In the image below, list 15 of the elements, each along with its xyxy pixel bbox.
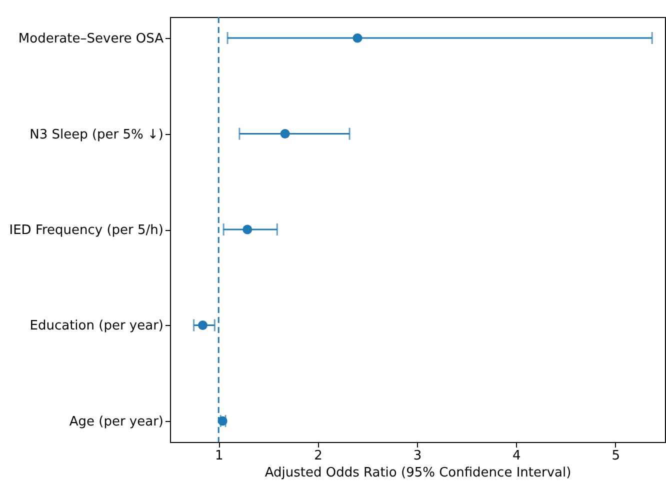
x-tick-label: 1: [214, 448, 224, 464]
y-tick-label: Age (per year): [69, 414, 164, 430]
y-tick-label: IED Frequency (per 5/h): [9, 223, 164, 238]
point: [242, 224, 252, 234]
x-tick-label: 4: [512, 448, 521, 464]
y-tick-label: Education (per year): [30, 318, 164, 334]
point: [198, 320, 208, 330]
x-tick-label: 3: [413, 448, 422, 464]
point: [352, 33, 362, 43]
y-tick-label: N3 Sleep (per 5% ↓): [30, 127, 164, 142]
point: [280, 129, 290, 139]
x-axis-title: Adjusted Odds Ratio (95% Confidence Interval): [264, 466, 572, 480]
y-tick-label: Moderate–Severe OSA: [18, 32, 164, 47]
x-tick-label: 5: [612, 448, 620, 464]
x-tick-label: 2: [314, 448, 322, 464]
